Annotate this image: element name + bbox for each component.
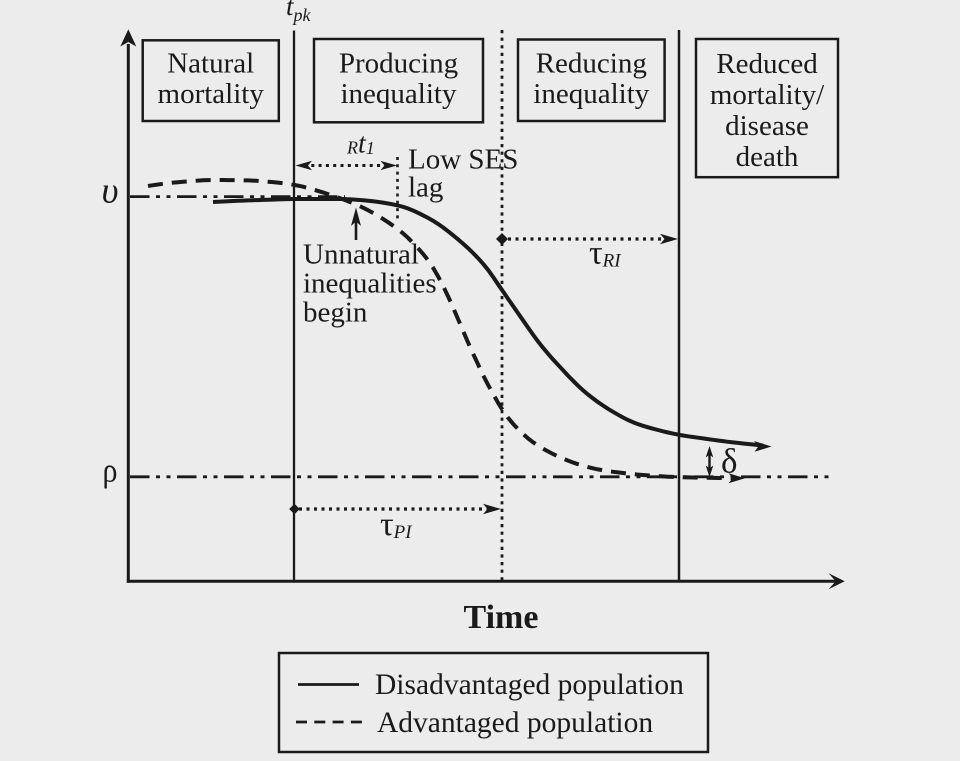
svg-text:inequality: inequality <box>341 78 457 110</box>
svg-text:begin: begin <box>303 297 368 329</box>
svg-text:Disadvantaged population: Disadvantaged population <box>375 669 684 701</box>
svg-text:Reducing: Reducing <box>536 48 647 80</box>
svg-text:Low SES: Low SES <box>408 144 518 176</box>
svg-text:δ: δ <box>721 442 738 481</box>
svg-text:inequalities: inequalities <box>303 268 437 300</box>
svg-text:Natural: Natural <box>167 48 254 80</box>
svg-text:Producing: Producing <box>339 48 458 80</box>
svg-text:lag: lag <box>408 172 443 204</box>
svg-text:Unnatural: Unnatural <box>303 239 419 271</box>
svg-text:υ: υ <box>102 171 119 212</box>
svg-text:disease: disease <box>725 110 809 142</box>
svg-text:Advantaged population: Advantaged population <box>377 707 653 739</box>
svg-text:death: death <box>736 141 799 173</box>
svg-text:Time: Time <box>464 599 539 636</box>
svg-text:ρ: ρ <box>103 453 118 490</box>
svg-text:inequality: inequality <box>533 78 649 110</box>
svg-text:mortality: mortality <box>158 78 265 110</box>
svg-text:Reduced: Reduced <box>716 48 818 80</box>
svg-text:mortality/: mortality/ <box>710 79 825 111</box>
svg-text:tpk: tpk <box>286 0 312 25</box>
